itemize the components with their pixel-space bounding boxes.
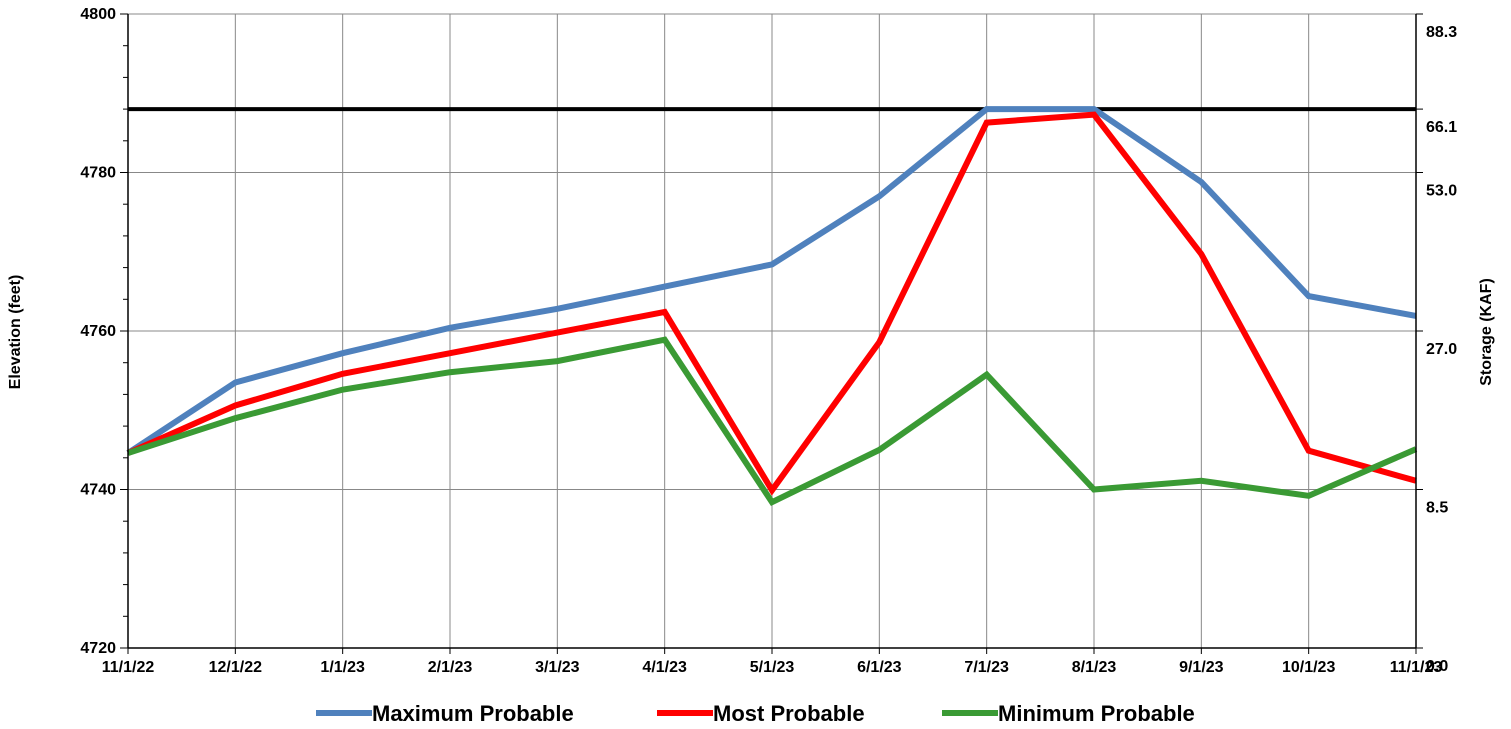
y2-tick-label: 66.1	[1426, 119, 1457, 136]
x-tick-label: 2/1/23	[428, 659, 473, 676]
y2-tick-label: 53.0	[1426, 183, 1457, 200]
x-tick-label: 12/1/22	[209, 659, 262, 676]
x-tick-label: 10/1/23	[1282, 659, 1335, 676]
series-group	[126, 106, 1418, 507]
tick-labels: 4720 4740 4760 4780 4800 0.0 8.5 27.0 53.0 66.1 88…	[80, 6, 1457, 676]
y2-axis-title: Storage (KAF)	[1478, 278, 1495, 386]
x-tick-label: 8/1/23	[1072, 659, 1117, 676]
y-tick-label: 4800	[80, 6, 116, 23]
axes	[120, 13, 1423, 654]
series-line-maximum-probable	[126, 106, 1417, 456]
series-line-minimum-probable	[127, 336, 1418, 507]
x-tick-label: 1/1/23	[320, 659, 365, 676]
x-tick-label: 6/1/23	[857, 659, 902, 676]
x-tick-label: 3/1/23	[535, 659, 580, 676]
x-tick-label: 5/1/23	[750, 659, 795, 676]
x-tick-label: 11/1/22	[102, 659, 155, 676]
legend-label: Minimum Probable	[998, 701, 1195, 726]
x-tick-label: 11/1/23	[1390, 659, 1443, 676]
y-tick-label: 4720	[80, 640, 116, 657]
x-tick-label: 4/1/23	[642, 659, 687, 676]
y2-tick-label: 8.5	[1426, 500, 1448, 517]
y2-tick-label: 0.0	[1426, 658, 1448, 675]
series-line-most-probable	[126, 111, 1417, 496]
x-tick-label: 9/1/23	[1179, 659, 1224, 676]
legend-label: Maximum Probable	[372, 701, 574, 726]
y-tick-label: 4780	[80, 165, 116, 182]
y-axis-title: Elevation (feet)	[7, 275, 24, 390]
legend: Maximum Probable Most Probable Minimum Pro…	[316, 701, 1195, 726]
legend-label: Most Probable	[713, 701, 865, 726]
y2-tick-label: 27.0	[1426, 341, 1457, 358]
y2-tick-label: 88.3	[1426, 24, 1457, 41]
y-tick-label: 4740	[80, 482, 116, 499]
y-tick-label: 4760	[80, 323, 116, 340]
x-tick-label: 7/1/23	[964, 659, 1009, 676]
